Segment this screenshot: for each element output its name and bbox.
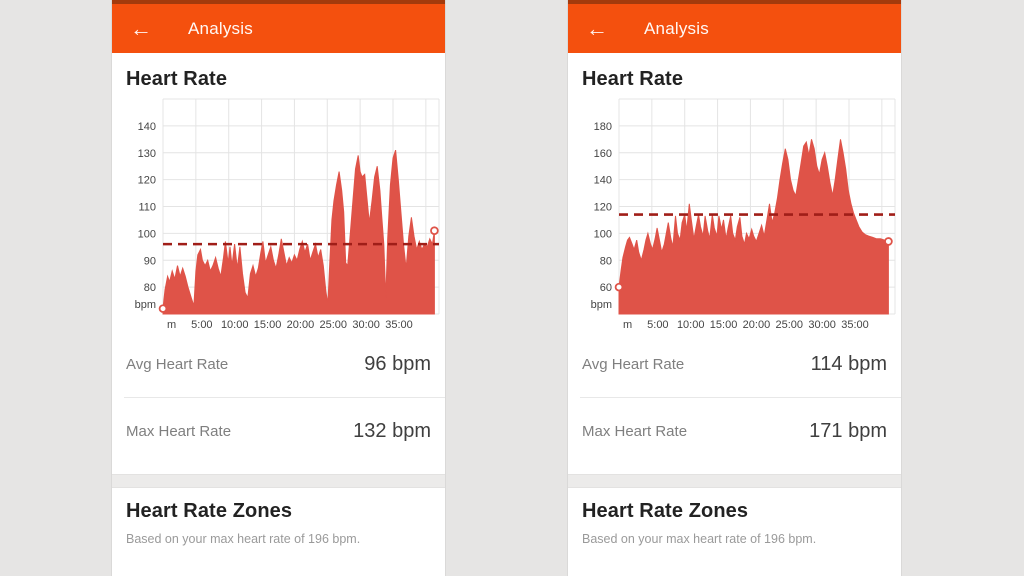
series-end-marker (884, 237, 893, 246)
x-axis-tick-label: 35:00 (841, 319, 869, 331)
back-arrow-icon: ← (586, 15, 608, 41)
y-axis-tick-label: 80 (144, 282, 156, 294)
y-axis-unit-label: bpm (135, 299, 156, 311)
section-gap-band (112, 474, 445, 488)
heart-rate-zones-section: Heart Rate Zones Based on your max heart… (112, 488, 445, 546)
y-axis-tick-label: 60 (600, 282, 612, 294)
y-axis-tick-label: 140 (138, 121, 156, 133)
spacer (112, 464, 445, 474)
x-axis-tick-label: 10:00 (677, 319, 705, 331)
status-bar (568, 0, 901, 4)
x-axis-tick-label: m (167, 319, 176, 331)
max-heart-rate-row: Max Heart Rate 171 bpm (568, 398, 901, 464)
status-bar (112, 0, 445, 4)
x-axis-tick-label: 5:00 (191, 319, 212, 331)
heart-rate-area-series (162, 149, 435, 315)
x-axis-tick-label: 25:00 (776, 319, 804, 331)
series-start-marker (614, 282, 624, 292)
x-axis-tick-label: 15:00 (710, 319, 738, 331)
back-button[interactable]: ← (128, 16, 154, 42)
app-bar: ← Analysis (112, 4, 445, 53)
x-axis-tick-label: 15:00 (254, 319, 282, 331)
heart-rate-zones-section: Heart Rate Zones Based on your max heart… (568, 488, 901, 546)
divider (124, 397, 445, 398)
screen-title: Analysis (188, 18, 253, 38)
max-heart-rate-label: Max Heart Rate (582, 422, 688, 440)
y-axis-tick-label: 180 (594, 121, 612, 133)
back-button[interactable]: ← (584, 16, 610, 42)
avg-heart-rate-value: 96 bpm (364, 352, 431, 375)
divider (580, 397, 901, 398)
x-axis-tick-label: 30:00 (808, 319, 836, 331)
screen-title: Analysis (644, 18, 709, 38)
avg-heart-rate-label: Avg Heart Rate (126, 355, 229, 373)
y-axis-tick-label: 90 (144, 255, 156, 267)
heart-rate-zones-title: Heart Rate Zones (126, 500, 293, 522)
phone-screenshot-left: ← Analysis Heart Rate 80 90 100 110 120 130 14… (111, 0, 446, 576)
x-axis-tick-label: 20:00 (287, 319, 315, 331)
max-heart-rate-row: Max Heart Rate 132 bpm (112, 398, 445, 464)
x-axis-tick-label: m (623, 319, 632, 331)
app-bar: ← Analysis (568, 4, 901, 53)
y-axis-tick-label: 100 (594, 228, 612, 240)
x-axis-tick-label: 35:00 (385, 319, 413, 331)
section-gap-band (568, 474, 901, 488)
avg-heart-rate-row: Avg Heart Rate 96 bpm (112, 331, 445, 397)
back-arrow-icon: ← (130, 15, 152, 41)
heart-rate-section-title: Heart Rate (582, 68, 684, 90)
max-heart-rate-value: 171 bpm (809, 419, 887, 442)
x-axis-tick-label: 25:00 (320, 319, 348, 331)
y-axis-tick-label: 80 (600, 255, 612, 267)
y-axis-tick-label: 120 (594, 202, 612, 214)
spacer (568, 464, 901, 474)
y-axis-tick-label: 130 (138, 148, 156, 160)
y-axis-tick-label: 140 (594, 175, 612, 187)
heart-rate-zones-subtitle: Based on your max heart rate of 196 bpm. (582, 532, 817, 546)
y-axis-tick-label: 160 (594, 148, 612, 160)
avg-heart-rate-row: Avg Heart Rate 114 bpm (568, 331, 901, 397)
heart-rate-zones-title: Heart Rate Zones (582, 500, 749, 522)
y-axis-tick-label: 100 (138, 228, 156, 240)
y-axis-tick-label: 110 (138, 202, 156, 214)
series-end-marker (430, 226, 439, 235)
avg-heart-rate-label: Avg Heart Rate (582, 355, 685, 373)
heart-rate-zones-subtitle: Based on your max heart rate of 196 bpm. (126, 532, 361, 546)
phone-screenshot-right: ← Analysis Heart Rate 60 80 100 120 140 160 18… (567, 0, 902, 576)
x-axis-tick-label: 10:00 (221, 319, 249, 331)
y-axis-unit-label: bpm (591, 299, 612, 311)
max-heart-rate-label: Max Heart Rate (126, 422, 232, 440)
series-start-marker (158, 304, 168, 313)
x-axis-tick-label: 20:00 (743, 319, 771, 331)
x-axis-tick-label: 30:00 (352, 319, 380, 331)
heart-rate-area-series (618, 139, 889, 315)
avg-heart-rate-value: 114 bpm (810, 352, 887, 375)
x-axis-tick-label: 5:00 (647, 319, 668, 331)
y-axis-tick-label: 120 (138, 175, 156, 187)
heart-rate-section-title: Heart Rate (126, 68, 228, 90)
max-heart-rate-value: 132 bpm (353, 419, 431, 442)
